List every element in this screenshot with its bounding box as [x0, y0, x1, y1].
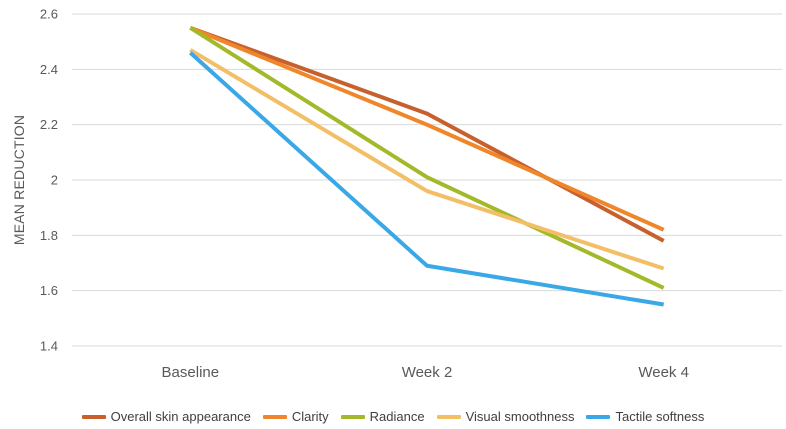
legend-item: Radiance: [340, 409, 425, 424]
legend-swatch: [586, 414, 611, 419]
x-category-label: Baseline: [162, 364, 220, 381]
x-category-label: Week 4: [638, 364, 689, 381]
y-tick-label: 2: [51, 173, 58, 188]
legend-swatch: [81, 414, 106, 419]
y-tick-label: 2.6: [40, 7, 58, 22]
legend-item: Visual smoothness: [436, 409, 575, 424]
y-tick-label: 1.4: [40, 339, 58, 354]
legend-item: Clarity: [262, 409, 329, 424]
series-line-radiance: [189, 26, 665, 290]
legend-swatch: [436, 414, 461, 419]
y-tick-label: 2.2: [40, 117, 58, 132]
series-line-tactile-softness: [188, 51, 664, 307]
series-line-overall-skin-appearance: [189, 25, 665, 243]
series-lines: [188, 25, 665, 307]
x-axis-categories: Baseline Week 2 Week 4: [162, 364, 689, 381]
x-category-label: Week 2: [402, 364, 453, 381]
legend-swatch: [262, 414, 287, 419]
y-tick-label: 2.4: [40, 62, 58, 77]
legend-item: Overall skin appearance: [81, 409, 251, 424]
y-tick-label: 1.8: [40, 228, 58, 243]
legend: Overall skin appearance Clarity Radiance Vi…: [0, 409, 786, 424]
legend-swatch: [340, 414, 365, 419]
legend-label: Visual smoothness: [465, 409, 575, 424]
legend-label: Radiance: [369, 409, 425, 424]
legend-label: Clarity: [291, 409, 329, 424]
legend-label: Tactile softness: [615, 409, 705, 424]
y-tick-label: 1.6: [40, 283, 58, 298]
series-line-clarity: [189, 25, 665, 232]
y-axis-ticks: 1.4 1.6 1.8 2 2.2 2.4 2.6: [40, 7, 58, 354]
legend-label: Overall skin appearance: [110, 409, 251, 424]
y-axis-label: MEAN REDUCTION: [11, 115, 27, 245]
gridlines: [72, 13, 782, 347]
legend-item: Tactile softness: [586, 409, 704, 424]
series-line-visual-smoothness: [189, 48, 665, 271]
